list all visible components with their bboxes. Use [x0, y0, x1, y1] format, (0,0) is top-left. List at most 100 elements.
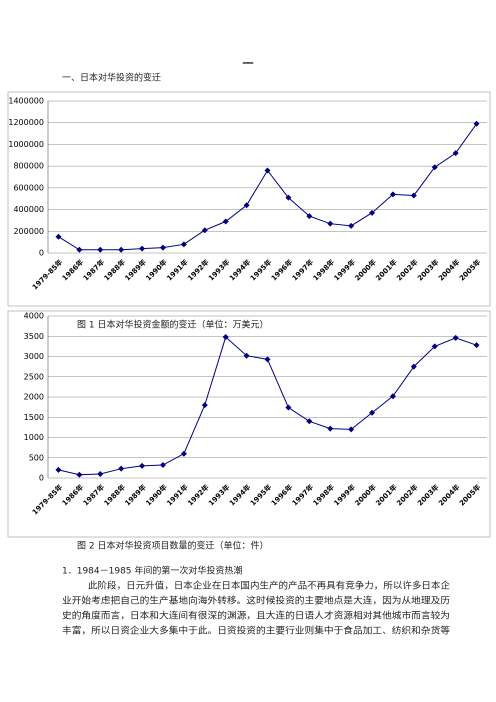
y-tick-label: 0	[39, 474, 44, 483]
data-point	[97, 246, 104, 253]
page-mark: 一	[243, 57, 254, 70]
x-tick-label: 1992年	[186, 257, 211, 282]
data-point	[159, 244, 166, 251]
data-point	[76, 471, 83, 478]
data-point	[285, 404, 292, 411]
y-tick-label: 800000	[13, 162, 44, 171]
data-point	[410, 192, 417, 199]
data-point	[264, 356, 271, 363]
x-tick-label: 2002年	[395, 257, 420, 282]
paragraph-line: 史的角度而言，日本和大连间有很深的渊源，且大连的日语人才资源相对其他城市而言较为	[62, 610, 450, 622]
data-point	[327, 220, 334, 227]
x-tick-label: 2002年	[395, 482, 420, 507]
x-tick-label: 1994年	[227, 482, 252, 507]
data-point	[139, 245, 146, 252]
x-tick-label: 2005年	[457, 482, 482, 507]
data-point	[410, 363, 417, 370]
x-tick-label: 2004年	[436, 257, 461, 282]
data-point	[452, 150, 459, 157]
x-tick-label: 1993年	[206, 257, 231, 282]
x-tick-label: 1979-85年	[30, 482, 64, 516]
x-tick-label: 2004年	[436, 482, 461, 507]
chart-frame	[7, 310, 491, 538]
data-point	[243, 352, 250, 359]
x-tick-label: 1986年	[60, 257, 85, 282]
data-point	[264, 167, 271, 174]
data-point	[222, 218, 229, 225]
x-tick-label: 1989年	[123, 257, 148, 282]
data-point	[201, 227, 208, 234]
x-tick-label: 1998年	[311, 257, 336, 282]
y-tick-label: 1000000	[8, 140, 44, 149]
x-tick-label: 1997年	[290, 257, 315, 282]
x-tick-label: 2001年	[374, 482, 399, 507]
x-tick-label: 1989年	[123, 482, 148, 507]
data-point	[431, 343, 438, 350]
data-point	[306, 418, 313, 425]
data-point	[118, 465, 125, 472]
x-tick-label: 1986年	[60, 482, 85, 507]
x-tick-label: 1987年	[81, 482, 106, 507]
series-line	[58, 123, 477, 251]
data-point	[389, 191, 396, 198]
paragraph-line: 此阶段，日元升值，日本企业在日本国内生产的产品不再具有竞争力，所以许多日本企	[88, 580, 450, 592]
data-point	[222, 334, 229, 341]
data-point	[348, 426, 355, 433]
data-point	[139, 462, 146, 469]
y-tick-label: 500	[29, 453, 44, 462]
data-point	[180, 241, 187, 248]
x-tick-label: 2001年	[374, 257, 399, 282]
x-tick-label: 1988年	[102, 482, 127, 507]
y-tick-label: 0	[39, 249, 44, 258]
y-tick-label: 200000	[13, 227, 44, 236]
data-point	[389, 393, 396, 400]
data-point	[452, 334, 459, 341]
x-tick-label: 1992年	[186, 482, 211, 507]
x-tick-label: 1988年	[102, 257, 127, 282]
x-tick-label: 1995年	[248, 257, 273, 282]
data-point	[473, 342, 480, 349]
x-tick-label: 1996年	[269, 482, 294, 507]
y-tick-label: 4000	[24, 312, 44, 321]
y-tick-label: 3500	[24, 332, 44, 341]
x-tick-label: 1999年	[332, 257, 357, 282]
y-tick-label: 2000	[24, 393, 44, 402]
data-point	[97, 470, 104, 477]
data-point	[118, 246, 125, 253]
x-tick-label: 1987年	[81, 257, 106, 282]
x-tick-label: 1991年	[165, 257, 190, 282]
data-point	[431, 164, 438, 171]
x-tick-label: 1995年	[248, 482, 273, 507]
data-point	[55, 466, 62, 473]
y-tick-label: 600000	[13, 183, 44, 192]
x-tick-label: 1996年	[269, 257, 294, 282]
x-tick-label: 1997年	[290, 482, 315, 507]
section-title: 1．1984－1985 年间的第一次对华投资热潮	[62, 565, 242, 577]
data-point	[369, 209, 376, 216]
x-tick-label: 1994年	[227, 257, 252, 282]
x-tick-label: 2003年	[415, 257, 440, 282]
figure-caption: 图 1 日本对华投资金额的变迁（单位：万美元）	[77, 319, 268, 331]
y-tick-label: 400000	[13, 205, 44, 214]
y-tick-label: 1400000	[8, 97, 44, 106]
chart-frame	[7, 91, 491, 307]
paragraph-line: 丰富，所以日资企业大多集中于此。日资投资的主要行业则集中于食品加工、纺织和杂货等	[62, 625, 450, 637]
x-tick-label: 1990年	[144, 257, 169, 282]
data-point	[201, 402, 208, 409]
x-tick-label: 2003年	[415, 482, 440, 507]
x-tick-label: 1991年	[165, 482, 190, 507]
y-tick-label: 1000	[24, 433, 44, 442]
x-tick-label: 1979-85年	[30, 257, 64, 291]
data-point	[473, 120, 480, 127]
x-tick-label: 2000年	[353, 482, 378, 507]
y-tick-label: 1500	[24, 413, 44, 422]
x-tick-label: 1990年	[144, 482, 169, 507]
paragraph-line: 业开始考虑把自己的生产基地向海外转移。这时候投资的主要地点是大连，因为从地理及历	[62, 595, 450, 607]
y-tick-label: 1200000	[8, 118, 44, 127]
data-point	[348, 222, 355, 229]
figure-caption: 图 2 日本对华投资项目数量的变迁（单位：件）	[77, 540, 268, 552]
heading: 一、日本对华投资的变迁	[62, 72, 161, 84]
x-tick-label: 1999年	[332, 482, 357, 507]
